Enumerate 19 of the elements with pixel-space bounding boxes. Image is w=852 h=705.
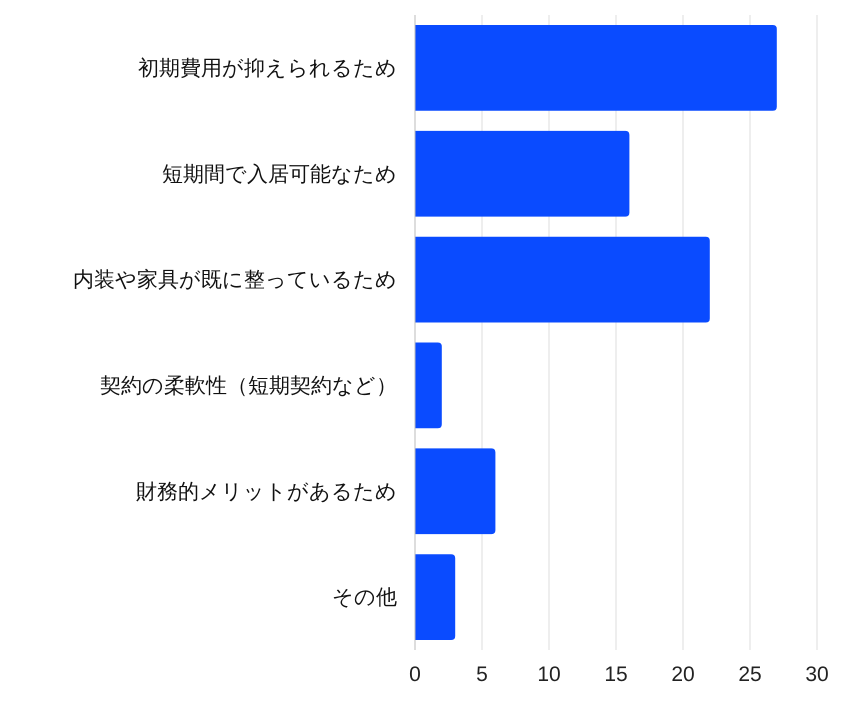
x-tick-label: 25 (738, 663, 762, 686)
x-tick-label: 15 (604, 663, 628, 686)
x-tick-label: 20 (671, 663, 695, 686)
y-tick-label: 内装や家具が既に整っているため (73, 268, 397, 292)
y-tick-label: 初期費用が抑えられるため (138, 56, 397, 80)
bar (415, 342, 442, 428)
x-tick-label: 30 (805, 663, 829, 686)
bar (415, 130, 630, 217)
bar (415, 236, 710, 322)
y-tick-label: 短期間で入居可能なため (162, 162, 397, 186)
x-tick-label: 5 (476, 663, 488, 686)
y-tick-label: その他 (332, 586, 397, 610)
bar (415, 554, 456, 640)
x-tick-label: 10 (537, 663, 561, 686)
bar (415, 25, 777, 111)
y-tick-label: 財務的メリットがあるため (136, 480, 397, 504)
x-tick-label: 0 (409, 663, 421, 686)
bar (415, 448, 496, 534)
y-tick-label: 契約の柔軟性（短期契約など） (100, 374, 397, 398)
